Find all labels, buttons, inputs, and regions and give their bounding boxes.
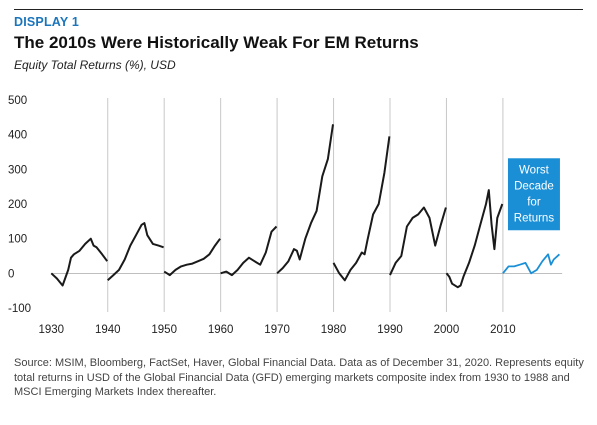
display-kicker: DISPLAY 1 (14, 15, 80, 29)
y-tick-label: 400 (8, 130, 27, 142)
callout-box (507, 158, 560, 231)
worst-decade-callout: Worst Decade for Returns (507, 158, 560, 231)
top-rule (14, 9, 583, 10)
y-tick-label: 200 (8, 199, 27, 211)
series-line-1970s (276, 124, 334, 275)
series-line-1940s (107, 222, 164, 282)
x-tick-label: 2000 (434, 324, 460, 336)
chart-title: The 2010s Were Historically Weak For EM … (14, 33, 419, 52)
returns-chart: 500 400 300 200 100 0 -100 1930 1940 1950 1960 197… (8, 95, 563, 336)
x-tick-label: 1970 (264, 324, 290, 336)
callout-text: Decade (514, 180, 554, 192)
x-tick-label: 2010 (490, 324, 516, 336)
x-tick-label: 1960 (208, 324, 234, 336)
series-line-1930s (50, 237, 109, 287)
series-line-1950s (163, 238, 221, 277)
series-line-2010s (502, 253, 561, 275)
x-tick-label: 1990 (377, 324, 403, 336)
y-tick-label: 0 (8, 268, 14, 280)
decade-dividers (107, 98, 504, 312)
y-tick-label: 100 (8, 234, 27, 246)
x-tick-label: 1930 (38, 324, 64, 336)
x-tick-label: 1950 (151, 324, 177, 336)
chart-subtitle: Equity Total Returns (%), USD (14, 58, 176, 72)
y-axis: 500 400 300 200 100 0 -100 (8, 95, 31, 315)
series-line-1990s (389, 206, 447, 276)
y-tick-label: 500 (8, 95, 27, 107)
callout-text: for (527, 196, 541, 208)
callout-text: Returns (514, 212, 555, 224)
y-tick-label: -100 (8, 303, 31, 315)
x-axis: 1930 1940 1950 1960 1970 1980 1990 2000 2010 (38, 324, 515, 336)
callout-text: Worst (519, 164, 550, 176)
source-note: Source: MSIM, Bloomberg, FactSet, Haver,… (14, 357, 584, 398)
series-lines (50, 124, 561, 289)
x-tick-label: 1980 (321, 324, 347, 336)
series-line-1980s (332, 136, 391, 282)
x-tick-label: 1940 (95, 324, 121, 336)
series-line-1960s (220, 225, 278, 277)
series-line-2000s (445, 189, 504, 289)
y-tick-label: 300 (8, 164, 27, 176)
